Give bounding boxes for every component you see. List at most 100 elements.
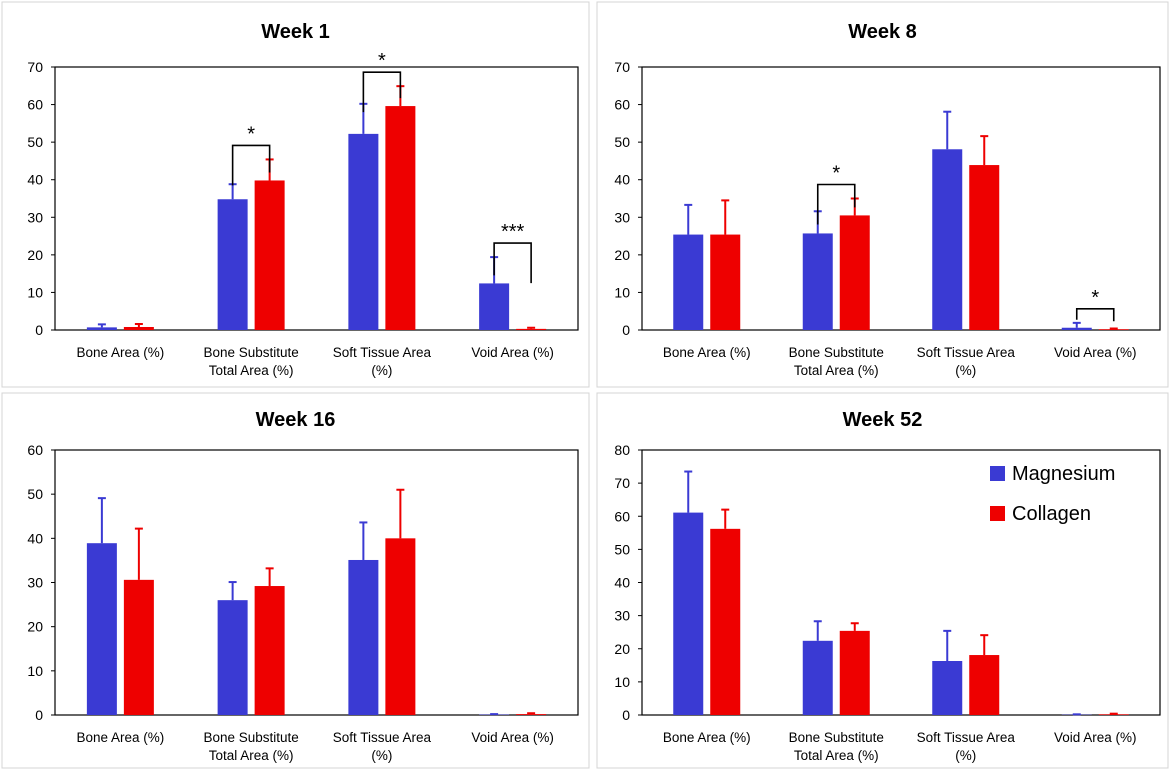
significance-bracket	[231, 144, 271, 186]
bar-collagen-3	[385, 106, 416, 331]
significance-bracket	[816, 183, 856, 225]
y-tick-label: 0	[35, 707, 43, 723]
bar-collagen-4	[516, 328, 547, 330]
bar-magnesium-2	[802, 640, 833, 715]
chart-panel-3: Week 16 0 10 20 30 40 50 60 Bone Area (%) Bone Su…	[1, 392, 590, 769]
y-tick-label: 50	[614, 134, 630, 150]
x-tick-label: Bone Substitute Total Area (%)	[203, 730, 298, 763]
chart-title: Week 52	[843, 409, 923, 431]
bar-collagen-4	[1098, 329, 1129, 330]
y-tick-label: 0	[622, 322, 630, 338]
significance-bracket	[1075, 308, 1115, 322]
bar-magnesium-1	[86, 543, 117, 715]
bar-magnesium-4	[1061, 327, 1092, 330]
bar-collagen-3	[385, 538, 416, 715]
bar-collagen-2	[254, 586, 285, 715]
y-tick-label: 80	[614, 442, 630, 458]
y-tick-label: 40	[614, 575, 630, 591]
significance-label: *	[247, 123, 255, 145]
y-tick-label: 10	[614, 284, 630, 300]
plot-area	[54, 449, 579, 716]
significance-label: *	[832, 163, 840, 185]
bar-magnesium-3	[932, 149, 963, 330]
y-tick-label: 30	[27, 209, 43, 225]
chart-panel-4: Week 52 0 10 20 30 40 50 60 70 80 Bone Area (%) Bon…	[596, 392, 1169, 769]
bar-magnesium-3	[932, 661, 963, 715]
plot-area	[54, 66, 579, 331]
y-tick-label: 20	[614, 641, 630, 657]
bar-collagen-3	[969, 165, 1000, 330]
y-tick-label: 70	[614, 475, 630, 491]
bar-magnesium-3	[348, 559, 379, 715]
bar-magnesium-1	[673, 512, 704, 715]
bar-collagen-2	[839, 215, 870, 330]
bar-magnesium-1	[86, 327, 117, 330]
bar-collagen-1	[123, 579, 154, 715]
bar-magnesium-2	[217, 600, 248, 715]
y-tick-label: 20	[27, 247, 43, 263]
y-tick-label: 60	[614, 97, 630, 113]
bar-collagen-2	[839, 630, 870, 715]
x-tick-label: Void Area (%)	[471, 730, 554, 745]
legend-label-magnesium: Magnesium	[1012, 463, 1115, 485]
significance-bracket	[362, 71, 402, 113]
y-tick-label: 30	[614, 209, 630, 225]
chart-title: Week 8	[848, 21, 917, 43]
x-tick-label: Soft Tissue Area (%)	[333, 345, 432, 378]
plot-area	[641, 66, 1161, 331]
significance-bracket	[493, 242, 532, 284]
y-tick-label: 40	[27, 172, 43, 188]
significance-label: *	[1091, 287, 1099, 309]
x-tick-label: Bone Substitute Total Area (%)	[789, 730, 884, 763]
x-tick-label: Bone Substitute Total Area (%)	[203, 345, 298, 378]
y-tick-label: 50	[27, 134, 43, 150]
bar-collagen-1	[710, 528, 741, 715]
bar-magnesium-2	[217, 199, 248, 330]
y-tick-label: 70	[27, 59, 43, 75]
plot-area	[641, 449, 1161, 716]
y-tick-label: 50	[27, 486, 43, 502]
significance-label: ***	[501, 221, 525, 243]
bar-collagen-4	[516, 714, 547, 715]
legend-label-collagen: Collagen	[1012, 503, 1091, 525]
y-tick-label: 60	[27, 442, 43, 458]
bar-magnesium-3	[348, 133, 379, 330]
x-tick-label: Bone Area (%)	[663, 730, 751, 745]
y-tick-label: 10	[27, 284, 43, 300]
bar-collagen-1	[710, 234, 741, 330]
y-tick-label: 40	[614, 172, 630, 188]
x-tick-label: Void Area (%)	[471, 345, 554, 360]
y-tick-label: 0	[35, 322, 43, 338]
bar-magnesium-4	[479, 283, 510, 330]
chart-panel-2: Week 8 0 10 20 30 40 50 60 70 Bone Area (%) Bone S…	[596, 1, 1169, 388]
significance-label: *	[378, 50, 386, 72]
y-tick-label: 60	[27, 97, 43, 113]
x-tick-label: Soft Tissue Area (%)	[917, 730, 1016, 763]
y-tick-label: 0	[622, 707, 630, 723]
y-tick-label: 60	[614, 508, 630, 524]
bar-collagen-3	[969, 655, 1000, 715]
x-tick-label: Bone Substitute Total Area (%)	[789, 345, 884, 378]
bar-collagen-1	[123, 326, 154, 330]
chart-title: Week 16	[256, 409, 336, 431]
y-tick-label: 50	[614, 541, 630, 557]
bar-magnesium-2	[802, 233, 833, 330]
bar-magnesium-1	[673, 234, 704, 330]
y-tick-label: 10	[27, 663, 43, 679]
x-tick-label: Soft Tissue Area (%)	[917, 345, 1016, 378]
x-tick-label: Void Area (%)	[1054, 730, 1137, 745]
legend-swatch-collagen	[990, 506, 1005, 521]
chart-title: Week 1	[261, 21, 330, 43]
x-tick-label: Bone Area (%)	[76, 345, 164, 360]
y-tick-label: 30	[27, 575, 43, 591]
y-tick-label: 70	[614, 59, 630, 75]
x-tick-label: Void Area (%)	[1054, 345, 1137, 360]
y-tick-label: 10	[614, 674, 630, 690]
chart-panel-1: Week 1 0 10 20 30 40 50 60 70 Bone Area (%) Bone S…	[1, 1, 590, 388]
legend-swatch-magnesium	[990, 466, 1005, 481]
y-tick-label: 40	[27, 530, 43, 546]
bar-collagen-2	[254, 180, 285, 330]
y-tick-label: 20	[27, 619, 43, 635]
x-tick-label: Bone Area (%)	[76, 730, 164, 745]
